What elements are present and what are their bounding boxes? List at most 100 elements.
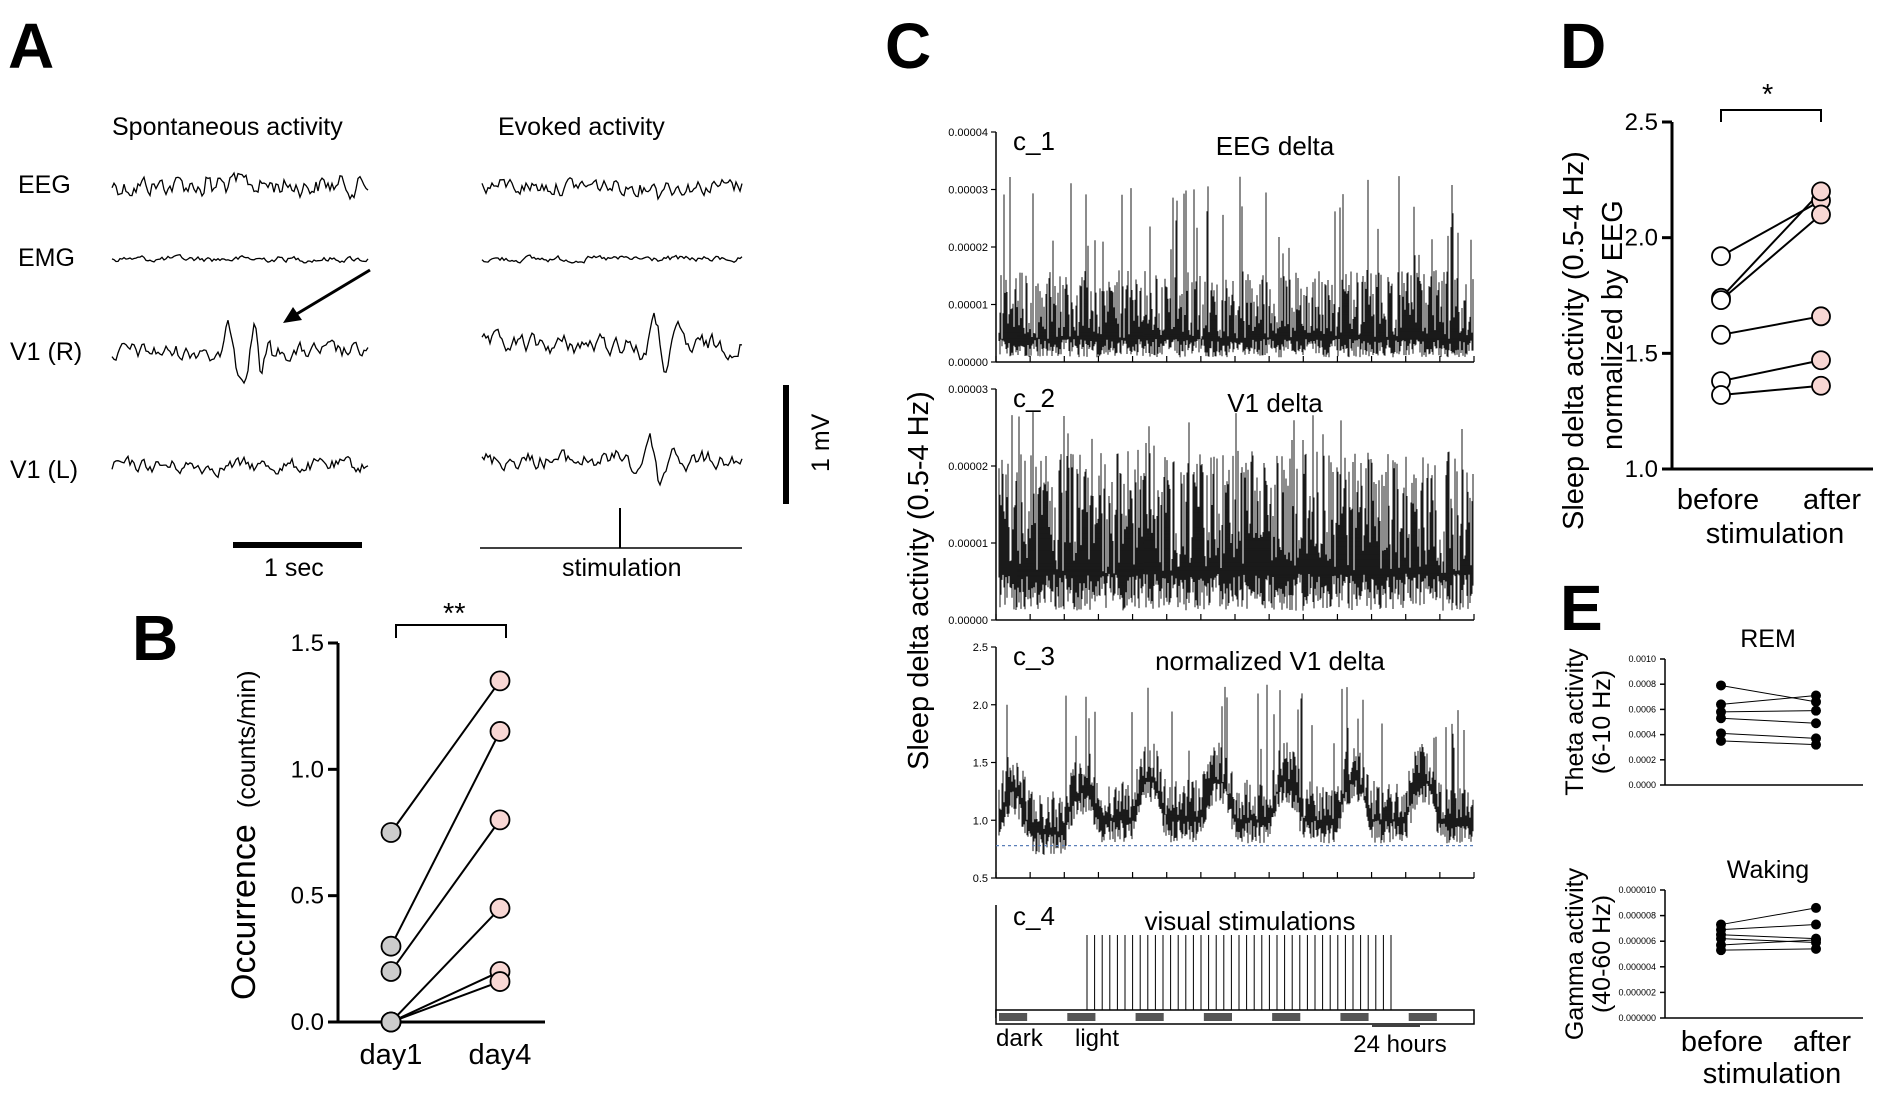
c-ytick-label: 0.00000: [948, 357, 988, 369]
e-subpanel-title: Waking: [1727, 856, 1809, 884]
e-xlabel-after: after: [1793, 1026, 1851, 1058]
a-arrow-line: [289, 268, 371, 320]
b-point-after: [489, 971, 511, 992]
b-point-after: [489, 897, 511, 919]
e-pair-line: [1720, 938, 1817, 943]
a-channel-v1l: V1 (L): [10, 456, 78, 484]
a-trace-emg-spontaneous: [111, 253, 369, 264]
e-point-after: [1811, 934, 1821, 945]
e-point-after: [1811, 718, 1821, 729]
d-xlabel-after: after: [1803, 484, 1861, 516]
c-signal: [998, 176, 1474, 358]
d-point-after: [1811, 375, 1831, 396]
c-ytick-label: 0.00003: [948, 384, 988, 396]
b-point-after: [489, 721, 511, 742]
b-point-before: [380, 822, 402, 843]
d-ytick-label: 1.5: [1625, 340, 1658, 367]
d-ytick-label: 1.0: [1625, 456, 1658, 483]
e-point-before: [1716, 945, 1726, 956]
c-ytick-label: 0.5: [973, 873, 988, 885]
e-ytick-label: 0.0002: [1628, 755, 1656, 765]
c-ytick-label: 0.00000: [948, 615, 988, 627]
panel-letter-b: B: [132, 602, 178, 674]
b-pair-line: [390, 980, 501, 1023]
c-ytick-label: 0.00001: [948, 538, 988, 550]
c-ylabel: Sleep delta activity (0.5-4 Hz): [903, 391, 935, 770]
a-traces: [111, 171, 743, 487]
panel-letter-d: D: [1560, 10, 1606, 82]
e-pair-line: [1720, 948, 1817, 951]
c-ytick-label: 0.00002: [948, 461, 988, 473]
d-ylabel-line2: normalized by EEG: [1597, 200, 1629, 450]
c4-24h-label: 24 hours: [1353, 1031, 1446, 1058]
a-arrow-head-icon: [283, 307, 302, 323]
a-trace-v1r-evoked: [481, 312, 743, 373]
c-subpanel-title: visual stimulations: [1145, 906, 1356, 936]
a-channel-emg: EMG: [18, 244, 75, 272]
c-subpanel: 0.00004 0.00003 0.00002 0.00001 0.00000 c_1 EE…: [948, 126, 1475, 369]
b-ytick-label: 1.5: [291, 630, 324, 657]
c-subpanel: 2.5 2.0 1.5 1.0 0.5 c_3 normalized V1 delta: [973, 641, 1475, 885]
c-ytick-label: 0.00004: [948, 127, 988, 139]
d-pair-line: [1720, 359, 1822, 383]
e-point-before: [1716, 735, 1726, 746]
c-subpanel-tag: c_1: [1013, 126, 1055, 156]
c4-dark-period: [1067, 1013, 1096, 1021]
c-subpanel-title: normalized V1 delta: [1155, 646, 1385, 676]
e-ytick-label: 0.000010: [1618, 885, 1656, 895]
e-ytick-label: 0.0004: [1628, 730, 1656, 740]
a-trace-eeg-evoked: [481, 177, 743, 201]
b-ytick-label: 1.0: [291, 756, 324, 783]
e-subpanel: 0.0010 0.0008 0.0006 0.0004 0.0002 0.0000 REM T…: [1561, 625, 1863, 796]
b-ylabel-unit: (counts/min): [233, 670, 261, 808]
e-ylabel-line1: Gamma activity: [1561, 867, 1589, 1040]
c-subpanel-tag: c_2: [1013, 383, 1055, 413]
e-point-after: [1811, 739, 1821, 750]
e-ylabel-line2: (6-10 Hz): [1588, 670, 1616, 774]
d-point-before: [1711, 290, 1731, 311]
d-pair-line: [1720, 384, 1822, 396]
e-ylabel-line1: Theta activity: [1561, 648, 1589, 796]
b-marks: [380, 670, 511, 1033]
d-point-after: [1811, 306, 1831, 327]
b-point-after: [489, 670, 511, 692]
e-pair-line: [1720, 695, 1817, 705]
d-pair-line: [1720, 315, 1822, 336]
b-ytick-label: 0.5: [291, 883, 324, 910]
e-ytick-label: 0.000000: [1618, 1013, 1656, 1023]
d-ytick-label: 2.5: [1625, 109, 1658, 136]
panel-letter-e: E: [1560, 572, 1603, 644]
d-point-after: [1811, 181, 1831, 202]
c4-dark-period: [1203, 1013, 1232, 1021]
b-point-after: [489, 809, 511, 831]
c-signal: [998, 412, 1474, 611]
b-ylabel-main: Occurrence: [225, 824, 263, 1000]
d-point-after: [1811, 204, 1831, 225]
d-significance: *: [1762, 79, 1773, 111]
e-point-after: [1811, 919, 1821, 930]
e-pair-line: [1720, 939, 1817, 946]
c-subpanel: 0.00003 0.00002 0.00001 0.00000 c_2 V1 delta: [948, 383, 1475, 627]
d-point-before: [1711, 246, 1731, 267]
a-trace-v1l-evoked: [481, 433, 743, 487]
a-channel-eeg: EEG: [18, 171, 71, 199]
e-pair-line: [1720, 684, 1817, 703]
e-pair-line: [1720, 717, 1817, 724]
c4-stimulation-pulses: [1086, 935, 1392, 1010]
d-pair-line: [1720, 213, 1822, 301]
c-subpanel-title: EEG delta: [1216, 131, 1335, 161]
e-pair-line: [1720, 934, 1817, 940]
e-ytick-label: 0.000004: [1618, 962, 1656, 972]
b-pair-line: [390, 970, 501, 1023]
c4-dark-period: [999, 1013, 1028, 1021]
b-point-before: [380, 935, 402, 957]
b-pair-line: [390, 730, 501, 947]
c-ytick-label: 1.5: [973, 758, 988, 770]
e-ylabel-line2: (40-60 Hz): [1588, 895, 1616, 1013]
c4-dark-period: [1340, 1013, 1369, 1021]
e-point-after: [1811, 690, 1821, 701]
panel-letter-a: A: [8, 10, 54, 82]
c-subpanel-tag: c_4: [1013, 901, 1055, 931]
e-point-after: [1811, 943, 1821, 954]
